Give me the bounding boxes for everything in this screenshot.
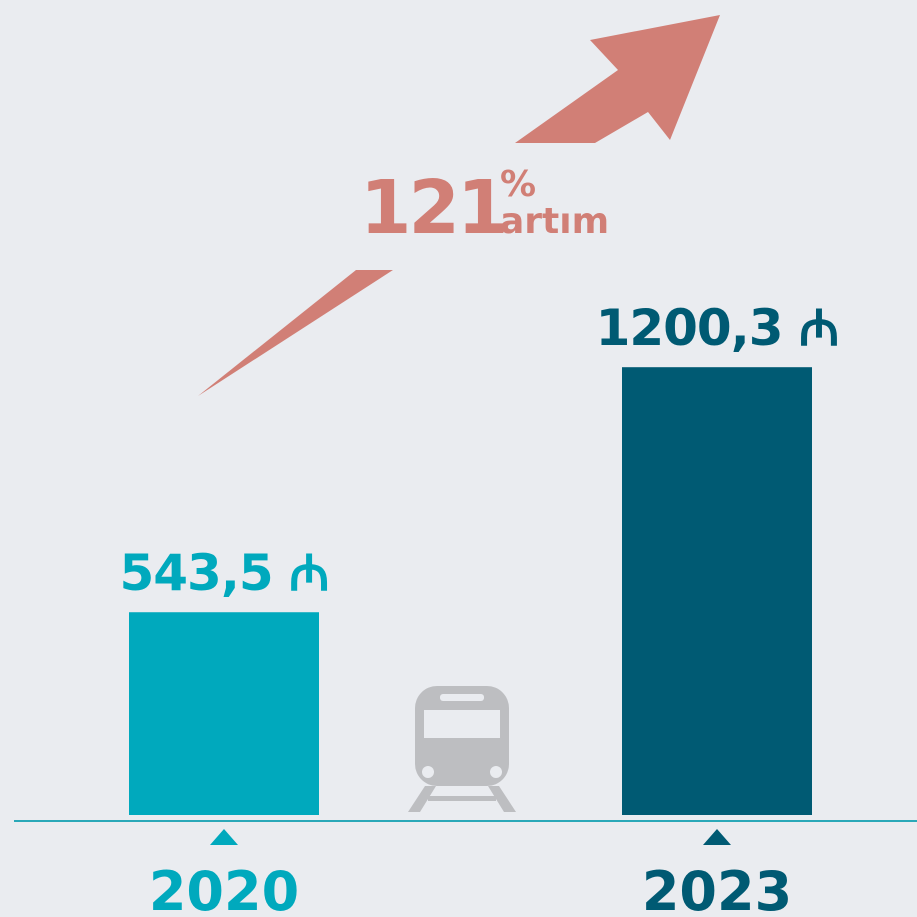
train-icon <box>408 686 516 812</box>
bar <box>129 612 319 815</box>
growth-unit: % <box>500 164 536 205</box>
value-label: 1200,3 ₼ <box>596 299 839 357</box>
tick-triangle <box>210 829 238 845</box>
arrow-tail <box>198 270 393 396</box>
x-tick-label: 2023 <box>642 860 792 917</box>
arrow-head <box>515 15 720 143</box>
tick-triangle <box>703 829 731 845</box>
growth-number: 121 <box>360 165 505 251</box>
growth-text: artım <box>500 201 609 242</box>
x-tick-label: 2020 <box>149 860 299 917</box>
value-label: 543,5 ₼ <box>119 544 328 602</box>
bar <box>622 367 812 815</box>
